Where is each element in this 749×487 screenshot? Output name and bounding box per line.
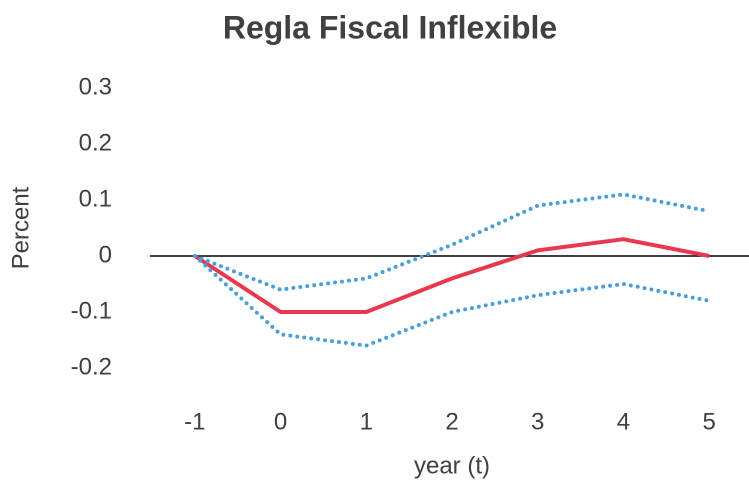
x-tick-label: -1 (184, 408, 205, 435)
x-tick-label: 5 (702, 408, 715, 435)
y-tick-label: -0.1 (71, 297, 112, 324)
y-axis-label: Percent (7, 186, 34, 269)
y-tick-label: 0.3 (79, 73, 112, 100)
x-tick-label: 4 (617, 408, 630, 435)
series-line (193, 237, 710, 314)
y-tick-label: -0.2 (71, 353, 112, 380)
x-axis-label: year (t) (414, 452, 490, 479)
x-tick-label: 0 (274, 408, 287, 435)
x-tick-label: 3 (531, 408, 544, 435)
x-tick-label: 2 (445, 408, 458, 435)
chart-title: Regla Fiscal Inflexible (223, 9, 557, 45)
y-tick-label: 0.1 (79, 185, 112, 212)
y-tick-label: 0.2 (79, 129, 112, 156)
y-tick-label: 0 (99, 241, 112, 268)
series-line (192, 192, 712, 292)
x-tick-label: 1 (360, 408, 373, 435)
series-line (192, 254, 712, 348)
